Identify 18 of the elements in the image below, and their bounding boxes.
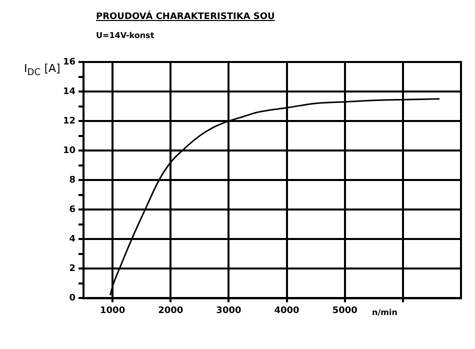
y-tick-label: 14 xyxy=(62,86,76,97)
x-tick-label: 1000 xyxy=(100,306,126,316)
y-tick-label: 12 xyxy=(62,116,76,126)
y-tick-label: 10 xyxy=(62,146,76,156)
x-tick-label: 2000 xyxy=(158,306,184,316)
x-tick-label: 3000 xyxy=(216,306,242,316)
y-tick-label: 0 xyxy=(69,294,76,304)
x-tick-label: 4000 xyxy=(274,306,300,316)
x-axis-title: n/min xyxy=(372,308,398,317)
y-tick-label: 6 xyxy=(69,204,76,215)
y-axis-title: I$_{DC}$ [A] xyxy=(24,62,60,78)
y-tick-label: 8 xyxy=(69,175,76,186)
y-tick-label: 4 xyxy=(69,234,76,244)
chart-title: PROUDOVÁ CHARAKTERISTIKA SOU xyxy=(96,12,275,22)
x-tick-label: 5000 xyxy=(332,306,358,316)
y-tick-label: 16 xyxy=(62,57,76,68)
chart-subtitle: U=14V-konst xyxy=(96,31,154,40)
y-tick-label: 2 xyxy=(69,264,76,274)
